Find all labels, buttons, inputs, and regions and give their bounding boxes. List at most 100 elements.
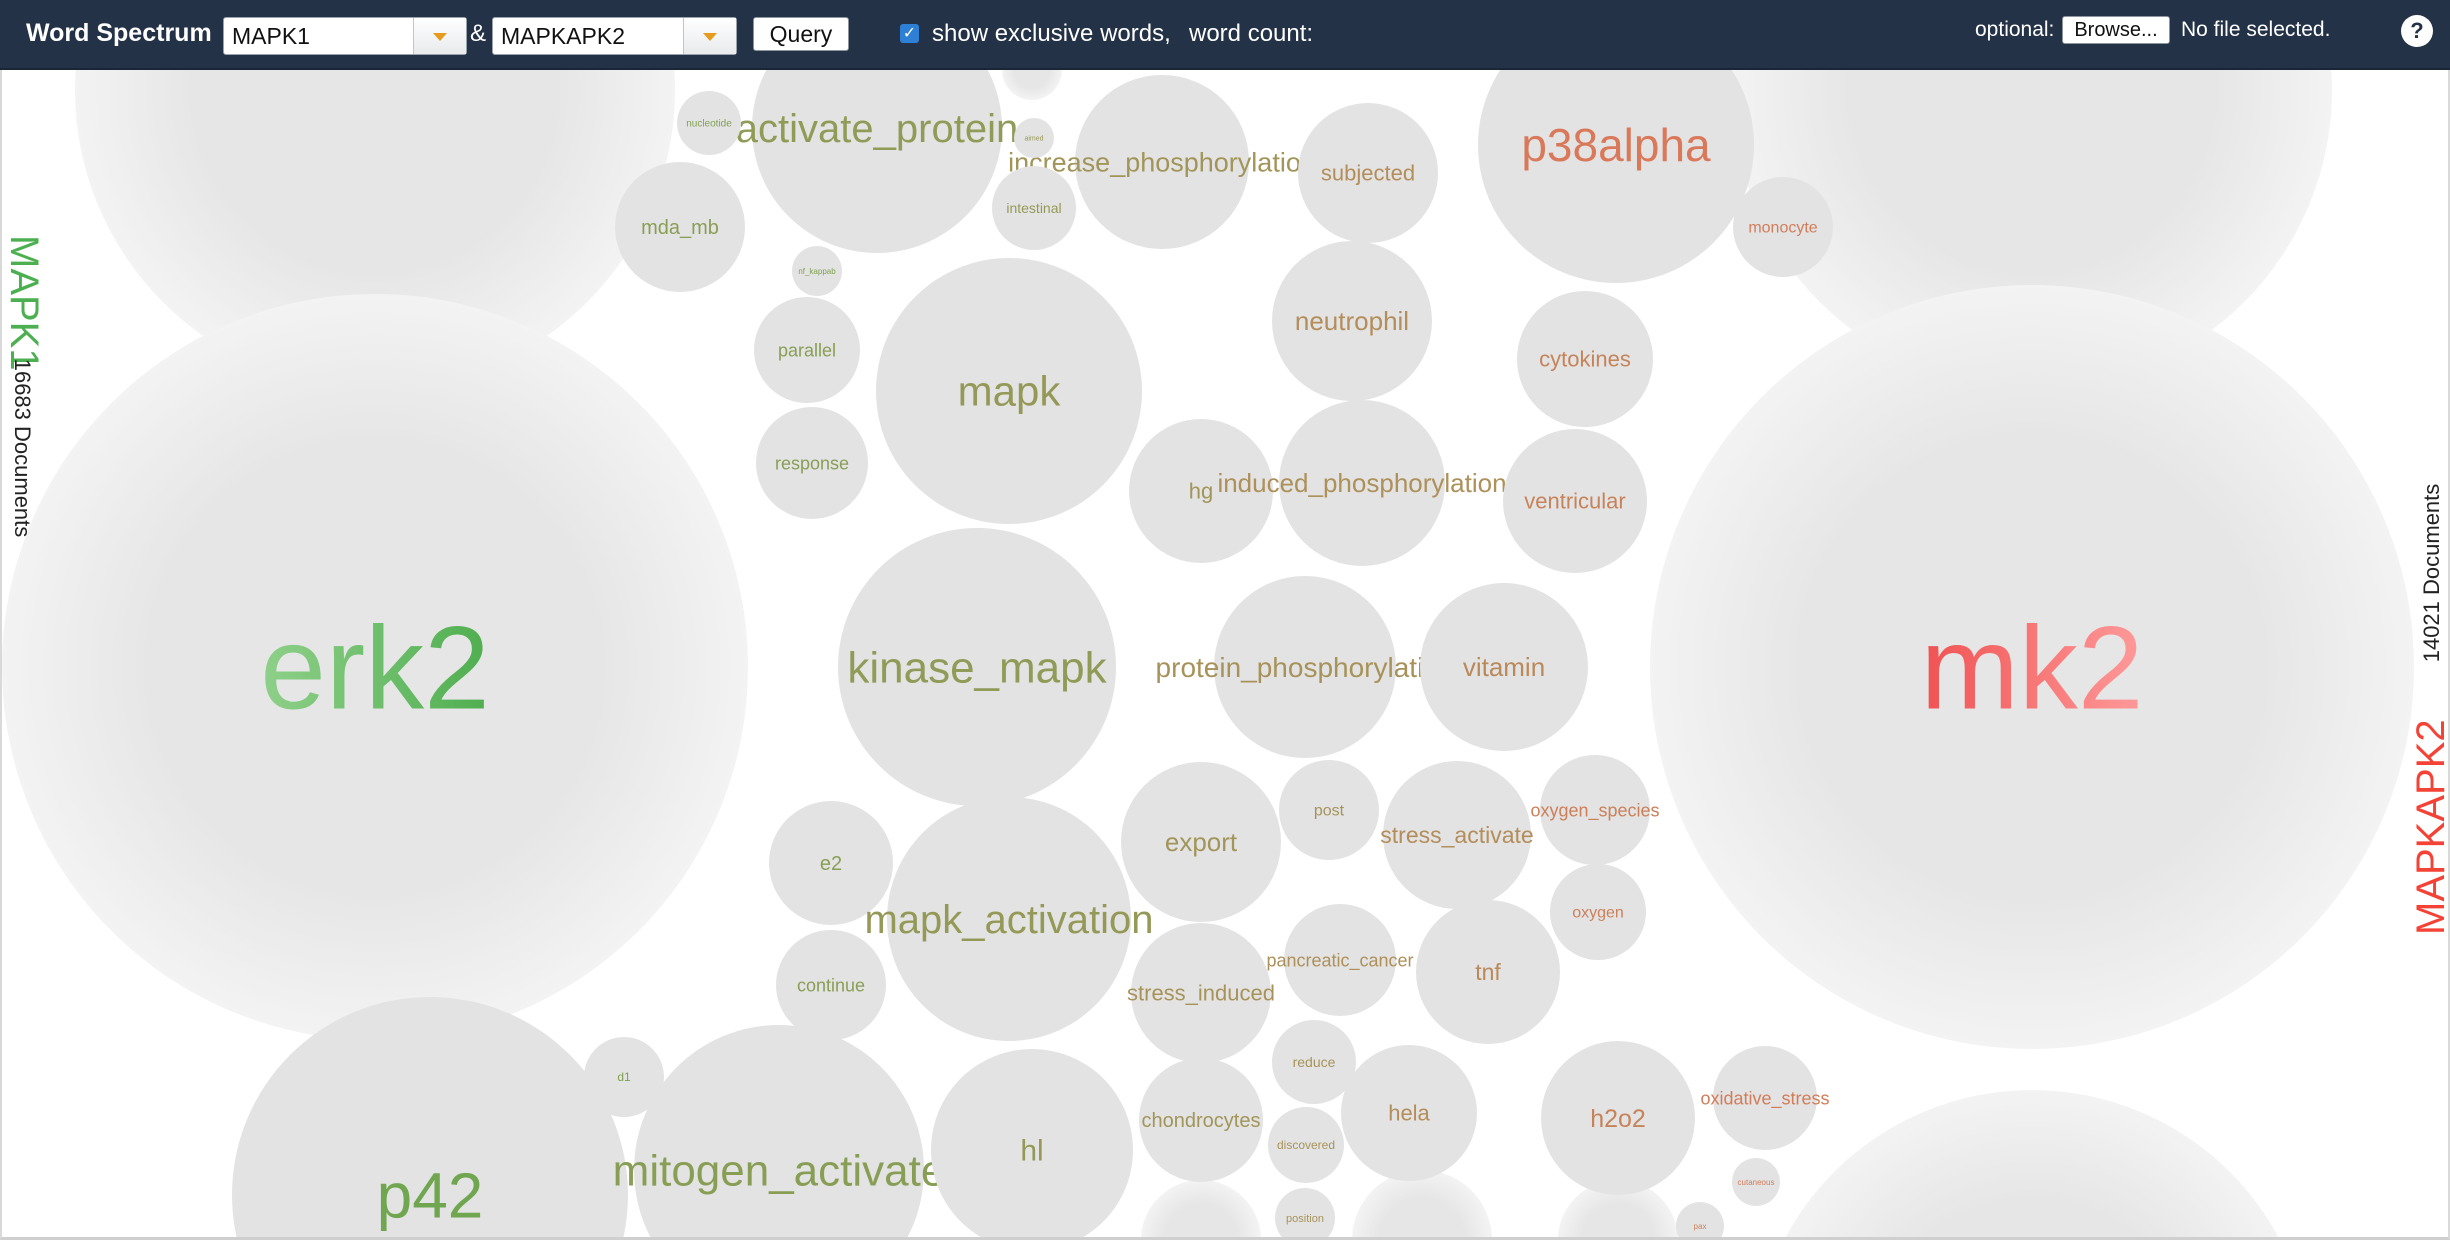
term1-value[interactable]: MAPK1 bbox=[232, 23, 310, 49]
word-label[interactable]: kinase_mapk bbox=[847, 643, 1107, 692]
word-label[interactable]: discovered bbox=[1277, 1138, 1335, 1152]
word-label[interactable]: monocyte bbox=[1748, 220, 1817, 237]
word-label[interactable]: pax bbox=[1694, 1222, 1707, 1231]
word-label[interactable]: ventricular bbox=[1524, 489, 1625, 514]
word-label[interactable]: increase_phosphorylation bbox=[1008, 147, 1316, 177]
query-button[interactable]: Query bbox=[753, 17, 849, 51]
word-label[interactable]: mapk_activation bbox=[864, 898, 1153, 942]
term1-combobox[interactable]: MAPK1 bbox=[223, 17, 467, 55]
word-label[interactable]: p42 bbox=[377, 1159, 484, 1231]
word-bubble-activate-protein[interactable] bbox=[752, 70, 1002, 253]
word-bubble-kinase-mapk[interactable] bbox=[838, 528, 1116, 806]
word-bubble-hg[interactable] bbox=[1129, 419, 1273, 563]
word-bubble-protein-phosphorylation[interactable] bbox=[1214, 576, 1396, 758]
word-bubble-h2o2[interactable] bbox=[1541, 1041, 1695, 1195]
word-label[interactable]: d1 bbox=[617, 1070, 631, 1084]
word-bubble-export[interactable] bbox=[1121, 762, 1281, 922]
word-label[interactable]: oxidative_stress bbox=[1700, 1088, 1829, 1109]
word-bubble-mk2[interactable] bbox=[1650, 285, 2414, 1049]
exclusive-words-checkbox[interactable]: ✓ bbox=[900, 24, 919, 43]
word-bubble-p42[interactable] bbox=[232, 997, 628, 1240]
word-label[interactable]: mda_mb bbox=[641, 217, 719, 239]
word-bubble-nucleotide[interactable] bbox=[677, 91, 741, 155]
word-label[interactable]: oxygen_species bbox=[1530, 800, 1659, 821]
word-label[interactable]: nucleotide bbox=[686, 119, 732, 130]
word-bubble-e2[interactable] bbox=[769, 801, 893, 925]
word-bubble-stress-induced[interactable] bbox=[1131, 923, 1271, 1063]
word-bubble-position[interactable] bbox=[1275, 1188, 1335, 1240]
word-bubble-monocyte[interactable] bbox=[1733, 177, 1833, 277]
word-bubble-oxidative-stress[interactable] bbox=[1713, 1046, 1817, 1150]
word-bubble-reduce[interactable] bbox=[1272, 1020, 1356, 1104]
word-label[interactable]: continue bbox=[797, 975, 865, 995]
word-bubble-tnf[interactable] bbox=[1416, 900, 1560, 1044]
word-bubble-cutaneous[interactable] bbox=[1732, 1158, 1780, 1206]
word-bubble-vitamin[interactable] bbox=[1420, 583, 1588, 751]
term2-dropdown-button[interactable] bbox=[683, 18, 736, 54]
word-label[interactable]: e2 bbox=[820, 853, 842, 875]
word-label[interactable]: p38alpha bbox=[1521, 119, 1711, 171]
word-bubble-post[interactable] bbox=[1279, 760, 1379, 860]
word-bubble-stress-activate[interactable] bbox=[1383, 761, 1531, 909]
word-label[interactable]: hl bbox=[1020, 1135, 1043, 1168]
word-label[interactable]: erk2 bbox=[260, 602, 490, 734]
word-bubble-parallel[interactable] bbox=[754, 297, 860, 403]
word-label[interactable]: chondrocytes bbox=[1142, 1110, 1261, 1132]
word-bubble-pancreatic-cancer[interactable] bbox=[1284, 904, 1396, 1016]
word-bubble-p38alpha[interactable] bbox=[1478, 70, 1754, 283]
word-label[interactable]: mk2 bbox=[1921, 602, 2144, 734]
word-label[interactable]: cytokines bbox=[1539, 347, 1631, 372]
word-label[interactable]: hg bbox=[1189, 479, 1213, 504]
word-label[interactable]: induced_phosphorylation bbox=[1217, 468, 1506, 498]
word-bubble-continue[interactable] bbox=[776, 930, 886, 1040]
word-bubble-mapk[interactable] bbox=[876, 258, 1142, 524]
word-bubble-mda-mb[interactable] bbox=[615, 162, 745, 292]
word-bubble-mapk-activation[interactable] bbox=[887, 797, 1131, 1041]
word-label[interactable]: h2o2 bbox=[1590, 1105, 1646, 1133]
word-label[interactable]: mitogen_activate bbox=[613, 1146, 946, 1195]
word-label[interactable]: reduce bbox=[1293, 1054, 1336, 1070]
word-label[interactable]: stress_induced bbox=[1127, 981, 1275, 1006]
term2-combobox[interactable]: MAPKAPK2 bbox=[492, 17, 737, 55]
word-label[interactable]: intestinal bbox=[1006, 200, 1061, 216]
word-label[interactable]: export bbox=[1165, 827, 1238, 857]
word-bubble-ventricular[interactable] bbox=[1503, 429, 1647, 573]
word-label[interactable]: response bbox=[775, 453, 849, 473]
word-bubble-response[interactable] bbox=[756, 407, 868, 519]
word-bubble-neutrophil[interactable] bbox=[1272, 241, 1432, 401]
word-bubble-chondrocytes[interactable] bbox=[1139, 1058, 1263, 1182]
word-bubble-nf-kappab[interactable] bbox=[792, 246, 842, 296]
word-label[interactable]: subjected bbox=[1321, 161, 1415, 186]
word-label[interactable]: post bbox=[1314, 803, 1345, 820]
word-bubble-subjected[interactable] bbox=[1298, 103, 1438, 243]
word-label[interactable]: mapk bbox=[958, 368, 1062, 415]
term2-value[interactable]: MAPKAPK2 bbox=[501, 23, 625, 49]
word-bubble-mitogen-activate[interactable] bbox=[634, 1025, 924, 1240]
word-label[interactable]: aimed bbox=[1024, 135, 1043, 142]
word-bubble-oxygen[interactable] bbox=[1550, 864, 1646, 960]
word-bubble-induced-phosphorylation[interactable] bbox=[1279, 400, 1445, 566]
word-bubble-oxygen-species[interactable] bbox=[1540, 755, 1650, 865]
word-label[interactable]: protein_phosphorylation bbox=[1156, 652, 1455, 683]
word-label[interactable]: pancreatic_cancer bbox=[1266, 950, 1413, 971]
word-bubble-cytokines[interactable] bbox=[1517, 291, 1653, 427]
browse-button[interactable]: Browse... bbox=[2062, 16, 2170, 44]
word-label[interactable]: vitamin bbox=[1463, 652, 1545, 682]
word-bubble-intestinal[interactable] bbox=[992, 166, 1076, 250]
word-bubble-pax[interactable] bbox=[1676, 1202, 1724, 1240]
word-bubble-hela[interactable] bbox=[1341, 1045, 1477, 1181]
word-bubble-increase-phosphorylation[interactable] bbox=[1075, 75, 1249, 249]
word-label[interactable]: oxygen bbox=[1572, 905, 1624, 922]
help-icon[interactable]: ? bbox=[2401, 15, 2433, 47]
word-label[interactable]: cutaneous bbox=[1738, 1178, 1775, 1187]
word-bubble-aimed[interactable] bbox=[1014, 118, 1054, 158]
term1-dropdown-button[interactable] bbox=[413, 18, 466, 54]
word-label[interactable]: stress_activate bbox=[1380, 822, 1533, 848]
word-bubble-hl[interactable] bbox=[931, 1049, 1133, 1240]
word-label[interactable]: hela bbox=[1388, 1101, 1430, 1126]
word-label[interactable]: activate_protein bbox=[736, 107, 1018, 151]
word-bubble-discovered[interactable] bbox=[1268, 1107, 1344, 1183]
word-label[interactable]: position bbox=[1286, 1213, 1324, 1225]
word-label[interactable]: parallel bbox=[778, 340, 836, 360]
word-label[interactable]: neutrophil bbox=[1295, 306, 1409, 336]
